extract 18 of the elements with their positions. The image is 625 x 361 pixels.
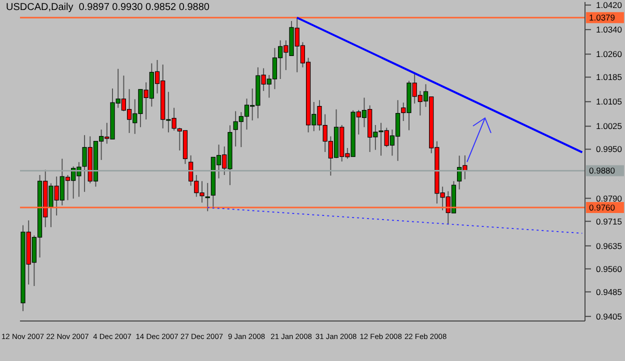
y-tick-label: 0.9635: [596, 240, 622, 251]
y-tick-label: 1.0260: [596, 49, 622, 60]
y-tick-label: 0.9485: [596, 286, 622, 297]
candlestick: [205, 182, 210, 212]
y-tick-label: 1.0025: [596, 121, 622, 132]
y-tick-label: 1.0185: [596, 72, 622, 82]
y-tick-label: 1.0340: [596, 24, 622, 35]
y-tick-label: 0.9715: [596, 216, 622, 226]
ref-line-label: 1.0379: [589, 12, 616, 23]
y-tick-label: 0.9790: [596, 193, 622, 204]
y-tick-label: 0.9950: [596, 144, 622, 154]
y-tick-label: 0.9560: [596, 264, 622, 274]
chart-title: USDCAD,Daily 0.9897 0.9930 0.9852 0.9880: [6, 2, 210, 13]
ref-line-label: 0.9760: [589, 202, 616, 213]
y-tick-label: 1.0420: [596, 0, 622, 10]
ref-line-label: 0.9880: [589, 166, 616, 176]
y-tick-label: 1.0105: [596, 96, 622, 107]
y-tick-label: 0.9405: [596, 311, 622, 322]
